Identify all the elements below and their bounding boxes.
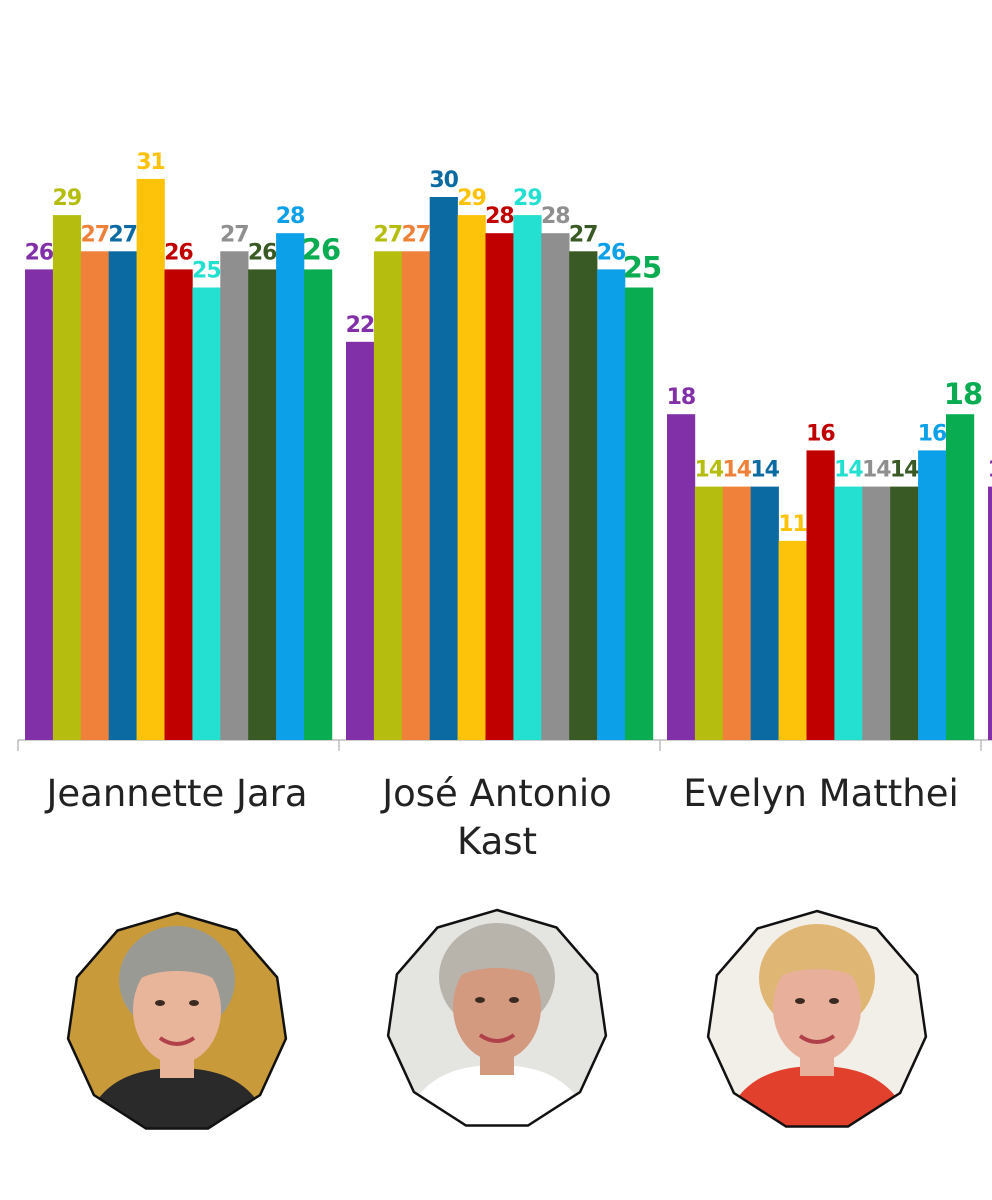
bar <box>25 269 54 740</box>
bar <box>890 486 919 740</box>
data-label: 14 <box>890 458 919 483</box>
data-label: 29 <box>53 186 82 211</box>
bar <box>918 450 947 740</box>
bar <box>988 486 992 740</box>
bar <box>946 414 975 740</box>
data-label: 31 <box>136 150 165 175</box>
bar <box>248 269 277 740</box>
bar <box>304 269 333 740</box>
bar <box>541 233 570 740</box>
bar <box>806 450 835 740</box>
bar <box>597 269 626 740</box>
category-label-kast: José Antonio Kast <box>382 772 612 863</box>
data-label: 27 <box>220 222 249 247</box>
data-label: 16 <box>806 421 835 446</box>
bar <box>373 251 403 741</box>
portrait-jara <box>66 911 288 1130</box>
data-label: 27 <box>374 222 403 247</box>
data-label: 29 <box>457 186 486 211</box>
bar <box>667 414 696 740</box>
data-label: 26 <box>164 240 193 265</box>
bar <box>164 269 193 740</box>
category-label-jara: Jeannette Jara <box>46 772 308 815</box>
data-label: 14 <box>988 458 992 483</box>
bar <box>136 178 165 740</box>
data-label: 26 <box>302 232 340 266</box>
data-label: 14 <box>834 458 863 483</box>
data-label: 27 <box>108 222 137 247</box>
data-label: 25 <box>192 259 221 284</box>
data-label: 26 <box>597 240 626 265</box>
bar <box>108 251 137 741</box>
data-label: 27 <box>80 222 109 247</box>
data-label: 11 <box>778 512 807 537</box>
portrait-matthei <box>706 909 928 1128</box>
bar <box>862 486 891 740</box>
bar <box>569 251 598 741</box>
data-label: 18 <box>667 385 696 410</box>
data-label: 18 <box>944 377 982 411</box>
bar <box>457 215 486 741</box>
portrait-kast <box>386 908 608 1127</box>
bar <box>513 215 542 741</box>
bar <box>750 486 779 740</box>
bar <box>778 540 807 740</box>
bar <box>52 215 82 741</box>
bar <box>401 251 430 741</box>
bar <box>220 251 249 741</box>
bar <box>694 486 724 740</box>
bar <box>625 287 654 740</box>
data-label: 22 <box>346 313 375 338</box>
data-label: 28 <box>541 204 570 229</box>
data-label: 26 <box>248 240 277 265</box>
bar <box>834 486 863 740</box>
data-label: 28 <box>485 204 514 229</box>
category-label-matthei: Evelyn Matthei <box>683 772 959 815</box>
data-label: 27 <box>569 222 598 247</box>
data-label: 30 <box>429 168 458 193</box>
bar <box>346 341 375 740</box>
data-label: 29 <box>513 186 542 211</box>
bar <box>722 486 751 740</box>
bar <box>429 197 458 740</box>
data-label: 14 <box>722 458 751 483</box>
bar <box>80 251 109 741</box>
bar <box>276 233 305 740</box>
data-label: 16 <box>918 421 947 446</box>
data-label: 14 <box>862 458 891 483</box>
chart-svg: 2622181429271427271427301431291126281625… <box>17 150 992 751</box>
data-label: 27 <box>401 222 430 247</box>
data-label: 28 <box>276 204 305 229</box>
bar <box>485 233 514 740</box>
data-label: 14 <box>750 458 779 483</box>
bar <box>192 287 221 740</box>
data-label: 14 <box>695 458 724 483</box>
data-label: 25 <box>623 251 661 285</box>
data-label: 26 <box>25 240 54 265</box>
